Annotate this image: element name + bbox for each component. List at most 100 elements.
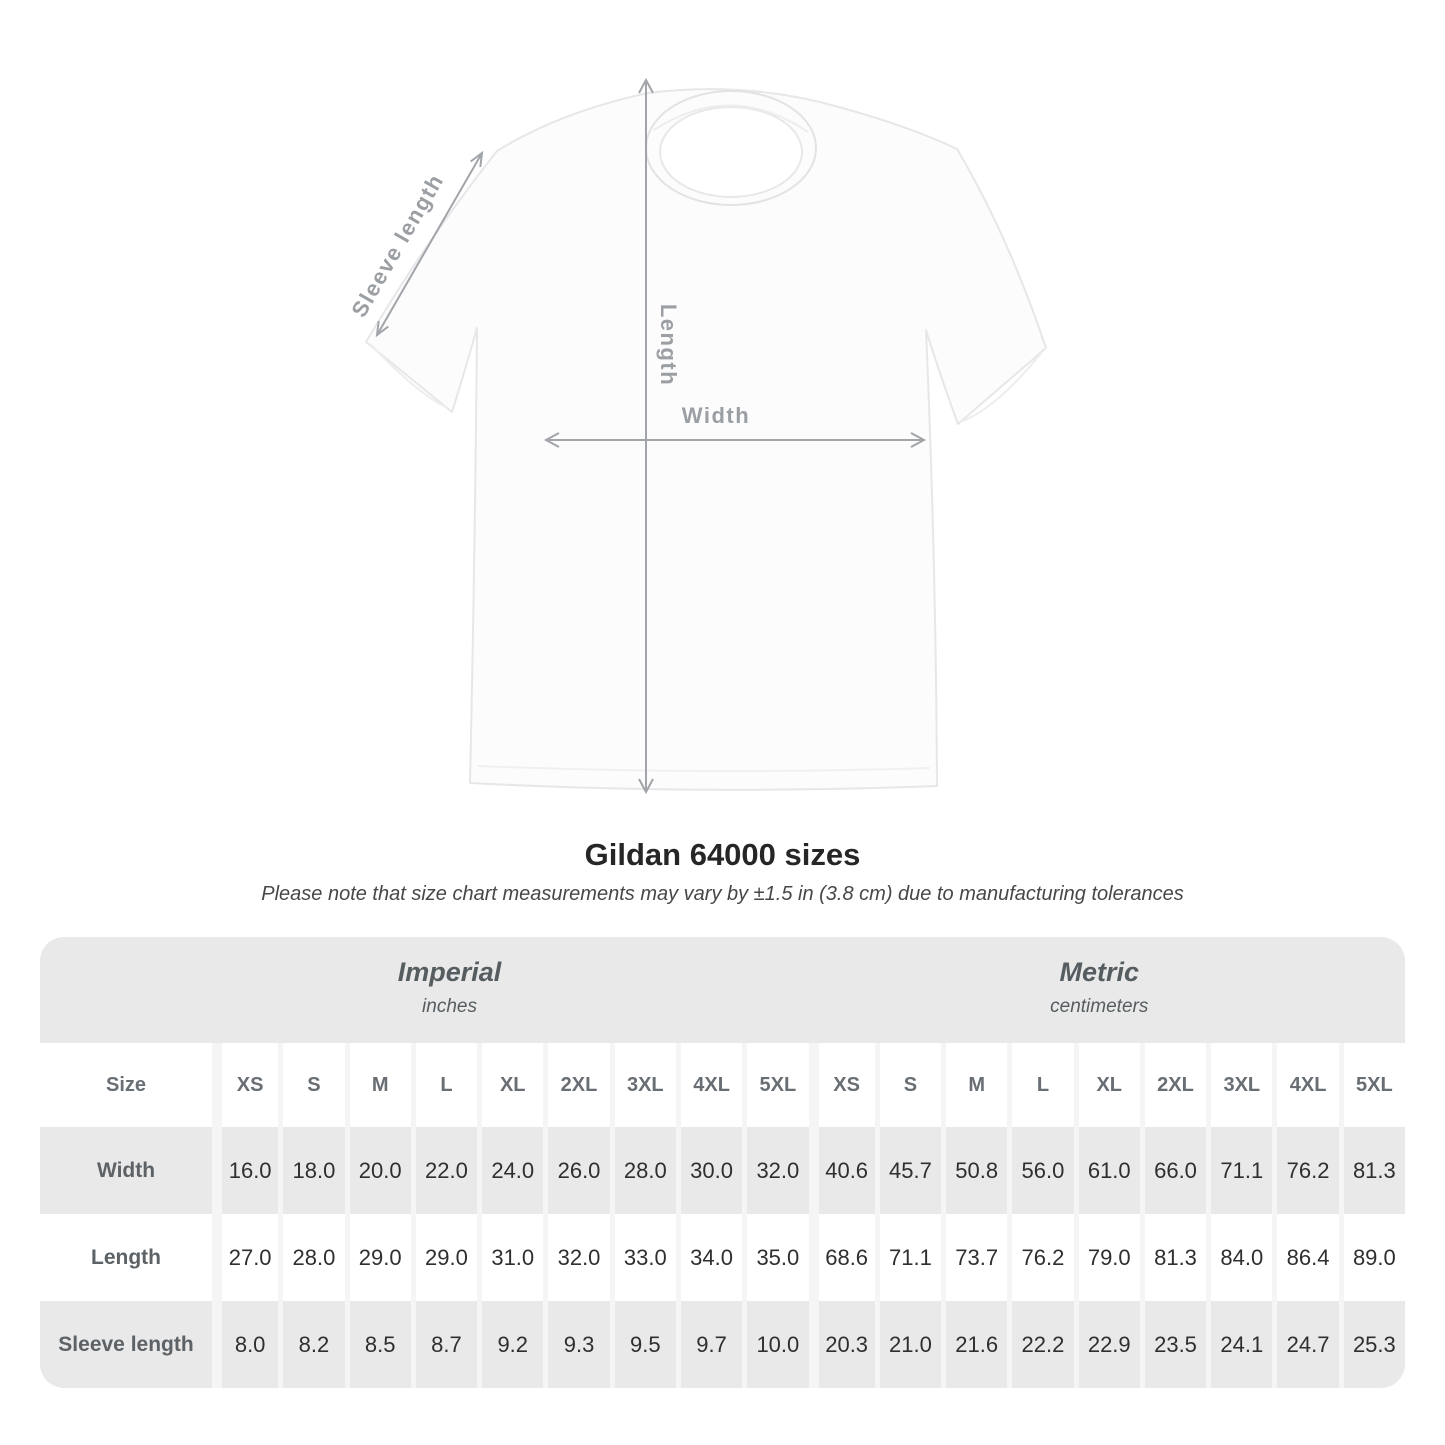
row-label: Sleeve length [58, 1332, 194, 1356]
size-col-header: XS [212, 1043, 278, 1127]
size-header-label: Size [105, 1073, 147, 1096]
value-cell: 8.2 [278, 1301, 344, 1388]
value-cell: 29.0 [344, 1214, 411, 1301]
width-label: Width [682, 403, 750, 428]
size-col-header: 5XL [1338, 1043, 1405, 1127]
value-cell: 45.7 [874, 1127, 941, 1214]
value-cell: 56.0 [1007, 1127, 1073, 1214]
metric-unit: centimeters [1050, 996, 1149, 1017]
size-col-header: 3XL [1206, 1043, 1272, 1127]
value-cell: 71.1 [1206, 1127, 1272, 1214]
value-cell: 9.2 [477, 1301, 543, 1388]
value-cell: 30.0 [675, 1127, 742, 1214]
size-col-header: XS [808, 1043, 875, 1127]
value-cell: 31.0 [477, 1214, 543, 1301]
value-cell: 8.0 [212, 1301, 278, 1388]
size-col-header: 3XL [609, 1043, 676, 1127]
size-table: Imperial inches Metric centimeters Size … [40, 937, 1405, 1388]
length-arrowhead-bottom [638, 778, 654, 795]
value-cell: 79.0 [1073, 1214, 1140, 1301]
value-cell: 61.0 [1073, 1127, 1140, 1214]
sleeve-arrowhead-bottom [375, 320, 389, 338]
measurement-arrows [375, 77, 927, 795]
value-cell: 33.0 [609, 1214, 676, 1301]
size-col-header: 4XL [675, 1043, 742, 1127]
size-col-header: 5XL [742, 1043, 808, 1127]
value-cell: 35.0 [742, 1214, 808, 1301]
value-cell: 18.0 [278, 1127, 344, 1214]
width-arrowhead-right [910, 432, 927, 448]
value-cell: 26.0 [543, 1127, 609, 1214]
value-cell: 40.6 [808, 1127, 875, 1214]
metric-name: Metric [1059, 957, 1139, 987]
value-cell: 76.2 [1272, 1127, 1338, 1214]
metric-header: Metric centimeters [1050, 957, 1148, 1018]
value-cell: 20.0 [344, 1127, 411, 1214]
value-cell: 8.7 [410, 1301, 477, 1388]
width-arrowhead-left [543, 432, 560, 448]
value-cell: 76.2 [1007, 1214, 1073, 1301]
value-cell: 24.1 [1206, 1301, 1272, 1388]
tolerance-note: Please note that size chart measurements… [261, 883, 1184, 905]
row-label: Width [96, 1158, 156, 1182]
value-cell: 50.8 [941, 1127, 1007, 1214]
value-cell: 27.0 [212, 1214, 278, 1301]
table-row-width: Width 16.0 18.0 20.0 22.0 24.0 26.0 28.0… [40, 1127, 1405, 1214]
size-col-header: 4XL [1272, 1043, 1338, 1127]
row-label: Length [91, 1245, 161, 1269]
value-cell: 29.0 [410, 1214, 477, 1301]
right-sleeve-shading [959, 351, 1043, 423]
size-col-header: M [344, 1043, 411, 1127]
imperial-header: Imperial inches [398, 957, 502, 1018]
size-col-header: L [410, 1043, 477, 1127]
value-cell: 8.5 [344, 1301, 411, 1388]
size-header-row: Size XS S M L XL 2XL 3XL 4XL 5XL XS S M … [40, 1043, 1405, 1127]
value-cell: 23.5 [1139, 1301, 1206, 1388]
collar-inner [659, 106, 803, 198]
value-cell: 24.0 [477, 1127, 543, 1214]
value-cell: 81.3 [1338, 1127, 1405, 1214]
size-col-header: M [941, 1043, 1007, 1127]
value-cell: 28.0 [278, 1214, 344, 1301]
value-cell: 25.3 [1338, 1301, 1405, 1388]
length-arrowhead-top [638, 77, 654, 94]
value-cell: 73.7 [941, 1214, 1007, 1301]
length-label: Length [656, 304, 681, 386]
value-cell: 21.0 [874, 1301, 941, 1388]
value-cell: 10.0 [742, 1301, 808, 1388]
value-cell: 9.3 [543, 1301, 609, 1388]
sleeve-arrow [376, 152, 483, 336]
size-col-header: 2XL [1139, 1043, 1206, 1127]
size-col-header: XL [1073, 1043, 1140, 1127]
tshirt-measurement-figure: Sleeve length Length Width [346, 77, 1047, 795]
size-col-header: S [874, 1043, 941, 1127]
value-cell: 81.3 [1139, 1214, 1206, 1301]
unit-header-band: Imperial inches Metric centimeters [40, 937, 1405, 1043]
value-cell: 66.0 [1139, 1127, 1206, 1214]
imperial-name: Imperial [397, 957, 502, 987]
value-cell: 22.2 [1007, 1301, 1073, 1388]
size-col-header: 2XL [543, 1043, 609, 1127]
value-cell: 34.0 [675, 1214, 742, 1301]
value-cell: 86.4 [1272, 1214, 1338, 1301]
value-cell: 22.0 [410, 1127, 477, 1214]
value-cell: 24.7 [1272, 1301, 1338, 1388]
hem-stitch [477, 765, 931, 773]
tshirt-diagram: Sleeve length Length Width [346, 77, 1047, 795]
value-cell: 21.6 [941, 1301, 1007, 1388]
sleeve-arrowhead-top [470, 150, 484, 168]
value-cell: 89.0 [1338, 1214, 1405, 1301]
value-cell: 9.7 [675, 1301, 742, 1388]
value-cell: 84.0 [1206, 1214, 1272, 1301]
value-cell: 71.1 [874, 1214, 941, 1301]
heading-block: Gildan 64000 sizes Please note that size… [0, 837, 1445, 906]
page-title: Gildan 64000 sizes [584, 837, 861, 872]
size-col-header: S [278, 1043, 344, 1127]
collar-ribbing [653, 104, 809, 133]
value-cell: 20.3 [808, 1301, 875, 1388]
table-row-sleeve-length: Sleeve length 8.0 8.2 8.5 8.7 9.2 9.3 9.… [40, 1301, 1405, 1388]
value-cell: 32.0 [742, 1127, 808, 1214]
size-col-header: L [1007, 1043, 1073, 1127]
imperial-unit: inches [422, 996, 477, 1017]
left-sleeve-shading [369, 343, 449, 409]
